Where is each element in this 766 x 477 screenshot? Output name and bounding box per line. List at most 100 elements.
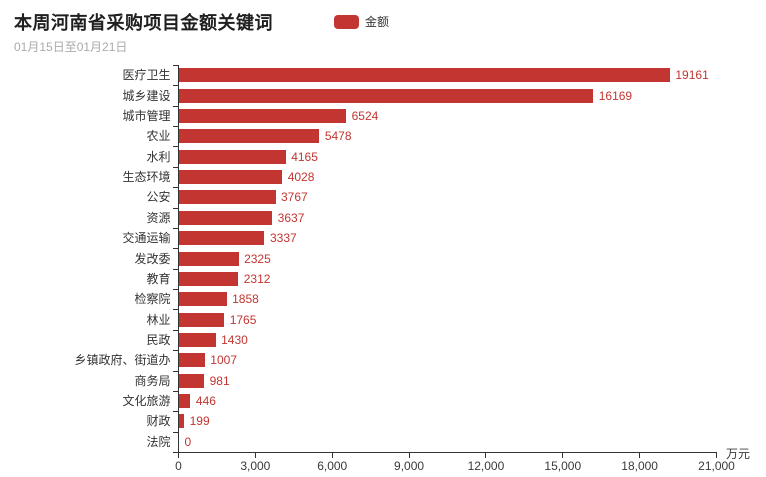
bar-value-label: 19161 <box>675 68 709 83</box>
x-axis-tick-label: 0 <box>175 459 182 473</box>
y-axis-category-label: 检察院 <box>134 292 171 307</box>
bar-3[interactable] <box>179 129 320 144</box>
y-axis-tick <box>173 105 178 107</box>
bar-12[interactable] <box>179 312 225 327</box>
x-axis-tick-label: 15,000 <box>544 459 582 473</box>
x-axis-tick-label: 6,000 <box>317 459 348 473</box>
legend-item-amount[interactable]: 金额 <box>334 13 389 30</box>
legend-marker-icon[interactable] <box>334 14 359 29</box>
bar-11[interactable] <box>179 292 227 307</box>
bar-10[interactable] <box>179 271 239 286</box>
y-axis-tick <box>173 166 178 168</box>
y-axis-category-label: 城市管理 <box>122 108 171 123</box>
x-axis-tick <box>716 453 717 458</box>
y-axis-category-label: 财政 <box>146 414 171 429</box>
x-axis-tick-label: 12,000 <box>467 459 505 473</box>
x-axis-tick <box>178 453 179 458</box>
bar-value-label: 2312 <box>243 271 271 286</box>
legend-label: 金额 <box>365 15 390 29</box>
y-axis-category-label: 城乡建设 <box>122 88 171 103</box>
x-axis-tick <box>639 453 641 458</box>
y-axis-tick <box>173 207 178 209</box>
y-axis-category-label: 法院 <box>146 434 171 449</box>
x-axis-tick-label: 3,000 <box>240 459 271 473</box>
bar-value-label: 199 <box>189 414 210 429</box>
x-axis-tick-label: 9,000 <box>394 459 425 473</box>
bar-2[interactable] <box>179 108 347 123</box>
y-axis-tick <box>173 268 178 270</box>
y-axis-category-label: 乡镇政府、街道办 <box>74 353 171 368</box>
x-axis-line <box>178 452 717 453</box>
bar-value-label: 16169 <box>598 88 633 103</box>
bar-8[interactable] <box>179 231 265 246</box>
bar-value-label: 4165 <box>291 149 318 164</box>
bar-6[interactable] <box>179 190 276 205</box>
bar-value-label: 6524 <box>351 108 379 123</box>
bar-1[interactable] <box>179 88 594 103</box>
y-axis-tick <box>173 85 178 87</box>
y-axis-category-label: 民政 <box>146 332 171 347</box>
bar-13[interactable] <box>179 332 216 347</box>
y-axis-line <box>178 65 179 453</box>
bar-value-label: 5478 <box>324 129 352 144</box>
bar-value-label: 1765 <box>229 312 257 327</box>
bar-value-label: 3637 <box>277 210 305 225</box>
y-axis-tick <box>173 431 178 433</box>
chart-subtitle: 01月15日至01月21日 <box>14 40 128 54</box>
bar-0[interactable] <box>179 68 670 83</box>
x-axis-tick <box>331 453 333 458</box>
bar-value-label: 1858 <box>232 292 259 307</box>
y-axis-tick <box>173 452 178 453</box>
bar-7[interactable] <box>179 210 273 225</box>
y-axis-tick <box>173 65 178 66</box>
y-axis-category-label: 公安 <box>146 190 171 205</box>
bar-15[interactable] <box>179 373 205 388</box>
y-axis-tick <box>173 390 178 392</box>
x-axis-tick-label: 18,000 <box>621 459 658 473</box>
bar-value-label: 1007 <box>210 353 237 368</box>
bar-16[interactable] <box>179 394 191 409</box>
bar-value-label: 3767 <box>281 190 308 205</box>
y-axis-category-label: 生态环境 <box>122 170 171 185</box>
y-axis-tick <box>173 329 178 331</box>
bar-4[interactable] <box>179 149 286 164</box>
bar-value-label: 981 <box>209 373 230 388</box>
y-axis-category-label: 文化旅游 <box>122 394 171 409</box>
bar-5[interactable] <box>179 170 283 185</box>
y-axis-tick <box>173 289 178 291</box>
y-axis-tick <box>173 411 178 413</box>
y-axis-category-label: 医疗卫生 <box>122 68 171 83</box>
y-axis-tick <box>173 146 178 148</box>
y-axis-tick <box>173 248 178 250</box>
chart-title: 本周河南省采购项目金额关键词 <box>14 13 273 33</box>
y-axis-category-label: 商务局 <box>134 373 171 388</box>
y-axis-category-label: 林业 <box>146 312 171 327</box>
y-axis-tick <box>173 227 178 229</box>
bar-value-label: 0 <box>184 434 192 449</box>
bar-value-label: 3337 <box>269 231 297 246</box>
x-axis-tick <box>408 453 410 458</box>
bar-9[interactable] <box>179 251 239 266</box>
bar-value-label: 1430 <box>221 332 248 347</box>
x-axis-tick <box>562 453 564 458</box>
y-axis-category-label: 发改委 <box>134 251 171 266</box>
y-axis-tick <box>173 187 178 189</box>
y-axis-tick <box>173 309 178 311</box>
bar-value-label: 446 <box>195 394 216 409</box>
bar-17[interactable] <box>179 414 185 429</box>
bar-14[interactable] <box>179 353 205 368</box>
y-axis-category-label: 农业 <box>146 129 171 144</box>
y-axis-category-label: 交通运输 <box>122 231 171 246</box>
y-axis-category-label: 教育 <box>146 271 171 286</box>
y-axis-tick <box>173 370 178 372</box>
x-axis-tick-label: 21,000 <box>698 459 735 473</box>
y-axis-tick <box>173 126 178 128</box>
y-axis-category-label: 水利 <box>146 149 171 164</box>
y-axis-tick <box>173 350 178 352</box>
x-axis-unit-label: 万元 <box>726 447 751 461</box>
bar-value-label: 4028 <box>287 170 315 185</box>
x-axis-tick <box>485 453 487 458</box>
x-axis-tick <box>254 453 256 458</box>
bar-value-label: 2325 <box>244 251 271 266</box>
